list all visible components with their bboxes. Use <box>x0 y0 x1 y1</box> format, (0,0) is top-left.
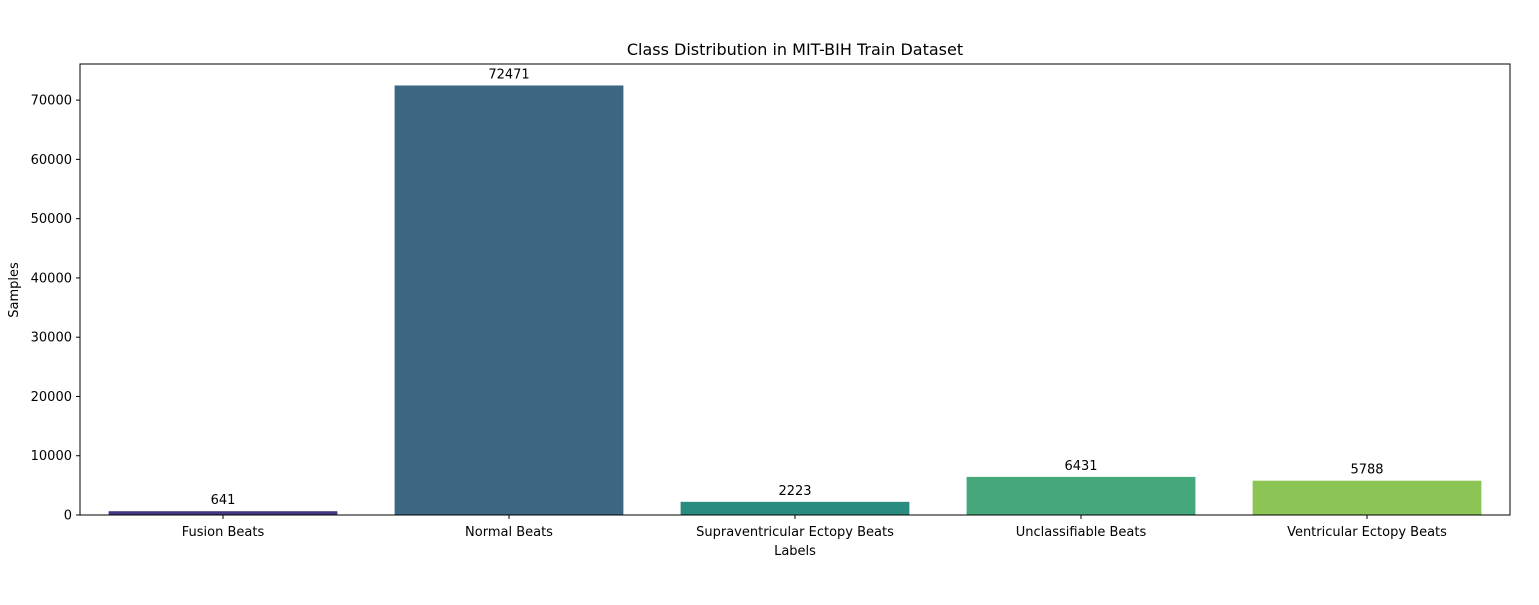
y-tick-label-3: 30000 <box>31 331 72 346</box>
plot-frame <box>79 63 1511 516</box>
x-tick-label-4: Ventricular Ectopy Beats <box>1287 525 1447 540</box>
bar-4 <box>1252 480 1482 515</box>
x-tick-label-0: Fusion Beats <box>182 525 265 540</box>
y-tick-label-4: 40000 <box>31 271 72 286</box>
data-label-1: 72471 <box>488 67 529 82</box>
x-tick-label-1: Normal Beats <box>465 525 553 540</box>
y-tick-label-7: 70000 <box>31 94 72 109</box>
y-tick-label-0: 0 <box>64 509 72 524</box>
bar-1 <box>394 85 624 515</box>
y-axis-label: Samples <box>7 262 22 318</box>
bar-2 <box>680 501 910 515</box>
bar-0 <box>108 511 338 515</box>
y-tick-label-5: 50000 <box>31 212 72 227</box>
data-label-3: 6431 <box>1064 459 1097 474</box>
y-tick-label-1: 10000 <box>31 449 72 464</box>
x-tick-label-3: Unclassifiable Beats <box>1016 525 1147 540</box>
bars-group <box>108 85 1482 515</box>
bar-3 <box>966 476 1196 515</box>
y-tick-label-6: 60000 <box>31 153 72 168</box>
data-label-0: 641 <box>211 493 236 508</box>
data-labels-group: 641 72471 2223 6431 5788 <box>211 67 1384 508</box>
data-label-2: 2223 <box>778 484 811 499</box>
x-axis: Fusion Beats Normal Beats Supraventricular… <box>182 515 1447 540</box>
y-tick-label-2: 20000 <box>31 390 72 405</box>
x-tick-label-2: Supraventricular Ectopy Beats <box>696 525 894 540</box>
x-axis-label: Labels <box>774 544 816 559</box>
chart-title: Class Distribution in MIT-BIH Train Data… <box>627 40 963 59</box>
y-axis: 0 10000 20000 30000 40000 50000 60000 70000 <box>31 94 80 524</box>
data-label-4: 5788 <box>1350 463 1383 478</box>
